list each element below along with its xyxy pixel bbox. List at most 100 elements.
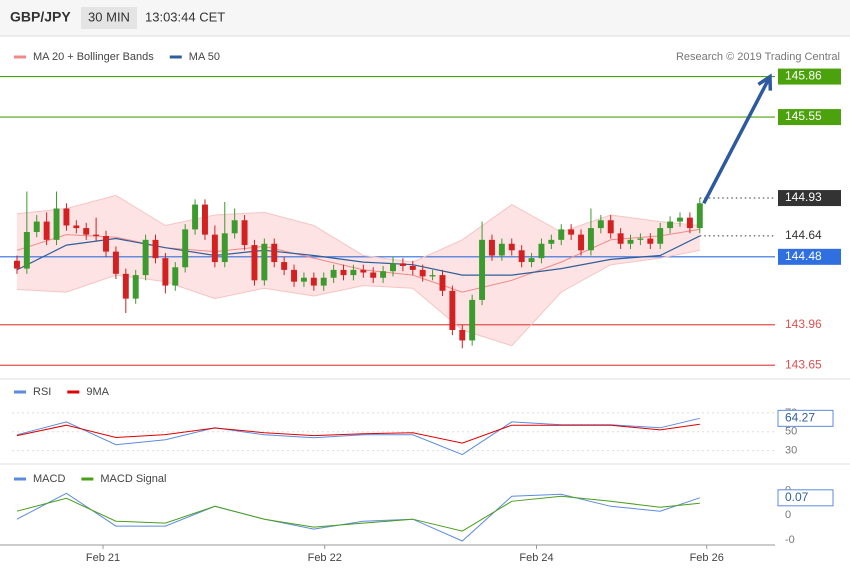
candle-body bbox=[350, 269, 357, 276]
legend-label: MA 50 bbox=[189, 51, 220, 63]
level-label: 144.64 bbox=[785, 228, 822, 242]
legend-label: 9MA bbox=[86, 386, 109, 398]
candle-body bbox=[192, 204, 199, 230]
x-tick-label: Feb 21 bbox=[86, 552, 120, 564]
candle-body bbox=[578, 234, 585, 251]
level-label-box bbox=[778, 109, 841, 126]
candle-body bbox=[320, 277, 327, 286]
last-value-label: 64.27 bbox=[785, 411, 815, 425]
candle-body bbox=[449, 290, 456, 330]
y-tick-label: -0 bbox=[785, 534, 795, 546]
candle-body bbox=[340, 269, 347, 276]
legend-label: MACD Signal bbox=[100, 473, 166, 485]
candle-body bbox=[23, 232, 30, 269]
indicator-line bbox=[16, 417, 700, 456]
y-tick-label: 50 bbox=[785, 426, 797, 438]
level-label-box bbox=[778, 68, 841, 85]
x-tick-label: Feb 22 bbox=[308, 552, 342, 564]
candle-body bbox=[657, 228, 664, 244]
candle-body bbox=[548, 239, 555, 244]
time: 13:03:44 CET bbox=[145, 9, 225, 24]
candle-body bbox=[182, 229, 189, 268]
candle-body bbox=[479, 239, 486, 300]
y-tick-label: 0 bbox=[785, 509, 791, 521]
last-value-box bbox=[777, 489, 834, 507]
symbol: GBP/JPY bbox=[10, 9, 71, 25]
interval: 30 MIN bbox=[88, 9, 130, 24]
candle-body bbox=[43, 221, 50, 240]
candle-body bbox=[419, 269, 426, 277]
candle-body bbox=[310, 277, 317, 286]
candle-body bbox=[627, 239, 634, 244]
candle-body bbox=[83, 228, 90, 235]
x-tick-label: Feb 26 bbox=[690, 552, 724, 564]
y-tick-label: 30 bbox=[785, 445, 797, 457]
candle-body bbox=[172, 267, 179, 286]
candle-body bbox=[399, 263, 406, 266]
candle-body bbox=[528, 258, 535, 263]
candle-body bbox=[696, 203, 703, 229]
candle-body bbox=[637, 238, 644, 240]
level-label: 145.86 bbox=[785, 69, 822, 83]
candle-body bbox=[291, 269, 298, 282]
candle-body bbox=[488, 239, 495, 256]
candle-body bbox=[211, 234, 218, 263]
candle-body bbox=[13, 260, 20, 269]
level-label: 144.48 bbox=[785, 249, 822, 263]
legend-label: RSI bbox=[33, 386, 51, 398]
candle-body bbox=[607, 220, 614, 234]
candle-body bbox=[330, 269, 337, 278]
source: Research © 2019 Trading Central bbox=[676, 51, 840, 63]
candle-body bbox=[508, 243, 515, 251]
candle-body bbox=[300, 277, 307, 282]
candle-body bbox=[63, 208, 70, 226]
candle-body bbox=[162, 258, 169, 286]
x-tick-label: Feb 24 bbox=[519, 552, 553, 564]
candle-body bbox=[241, 220, 248, 246]
candle-body bbox=[261, 243, 268, 281]
candle-body bbox=[686, 217, 693, 229]
candle-body bbox=[380, 271, 387, 278]
candle-body bbox=[459, 329, 466, 341]
candle-body bbox=[93, 234, 100, 236]
candle-body bbox=[647, 238, 654, 244]
candle-body bbox=[558, 229, 565, 240]
candle-body bbox=[677, 217, 683, 222]
candle-body bbox=[439, 275, 446, 291]
candle-body bbox=[597, 220, 604, 229]
candle-body bbox=[53, 208, 60, 240]
candle-body bbox=[103, 235, 109, 252]
bollinger-band bbox=[16, 195, 700, 346]
candle-body bbox=[132, 275, 139, 299]
legend-label: MACD bbox=[33, 473, 65, 485]
candle-body bbox=[429, 275, 436, 277]
candle-body bbox=[370, 272, 377, 278]
candle-body bbox=[73, 225, 80, 229]
bollinger-upper bbox=[16, 194, 700, 263]
candle-body bbox=[251, 245, 258, 281]
indicator-line bbox=[16, 423, 700, 444]
candle-body bbox=[498, 243, 505, 256]
indicator-line bbox=[16, 495, 700, 532]
candle-body bbox=[568, 229, 575, 235]
arrow-head bbox=[757, 73, 773, 91]
candle-body bbox=[231, 220, 238, 234]
candle-body bbox=[390, 263, 396, 272]
candle-body bbox=[617, 233, 624, 244]
candle-body bbox=[469, 299, 476, 341]
last-value-box bbox=[777, 409, 834, 427]
level-label: 143.65 bbox=[785, 357, 822, 371]
bollinger-lower bbox=[16, 249, 700, 347]
last-value-label: 0.07 bbox=[785, 490, 809, 504]
header-bar bbox=[0, 0, 850, 36]
candle-body bbox=[281, 262, 288, 270]
candle-body bbox=[221, 233, 228, 263]
candle-body bbox=[202, 204, 208, 235]
candle-body bbox=[538, 243, 545, 259]
candle-body bbox=[587, 228, 594, 251]
level-label: 145.55 bbox=[785, 109, 822, 123]
level-label-box bbox=[778, 248, 841, 265]
legend-label: MA 20 + Bollinger Bands bbox=[33, 51, 154, 63]
